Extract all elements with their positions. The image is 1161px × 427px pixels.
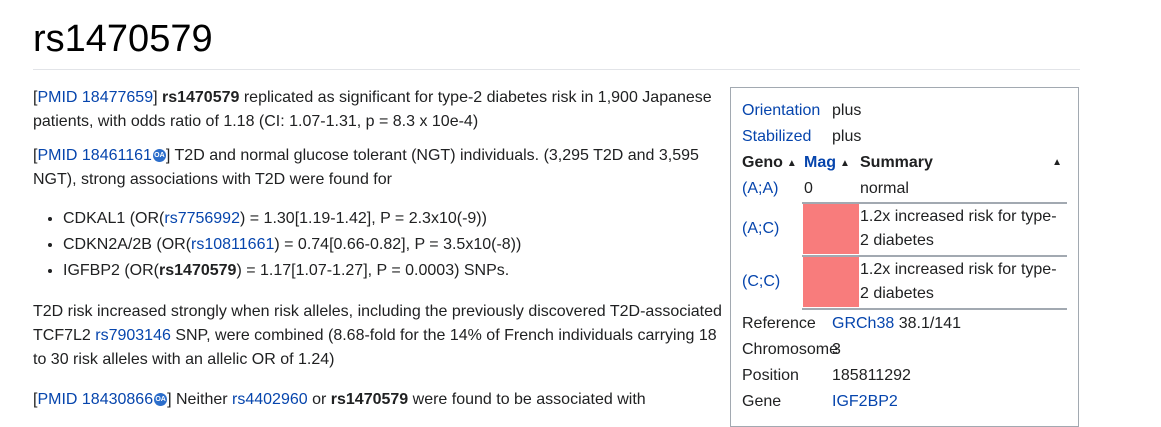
summary-text: 2 diabetes: [860, 232, 934, 249]
list-item: IGFBP2 (OR(rs1470579) = 1.17[1.07-1.27],…: [63, 258, 723, 284]
title-divider: [33, 69, 1080, 70]
chromosome-label: Chromosome: [742, 341, 839, 358]
stabilized-value: plus: [832, 128, 862, 145]
summary-text: normal: [860, 180, 909, 197]
sort-icon[interactable]: ▲︎: [1052, 157, 1062, 168]
snp-infobox: Orientation plus Stabilized plus Geno ▲︎ Ma…: [730, 87, 1079, 427]
gene-label: Gene: [742, 393, 782, 410]
gene-row: Gene IGF2BP2: [742, 390, 898, 414]
genotype-link-cc[interactable]: (C;C): [742, 273, 781, 290]
snp-link-rs10811661[interactable]: rs10811661: [191, 236, 275, 253]
genotype-link-aa[interactable]: (A;A): [742, 180, 779, 197]
pmid-link-18461161[interactable]: PMID 18461161: [37, 147, 152, 164]
reference-link[interactable]: GRCh38: [832, 315, 895, 332]
snp-bold: rs1470579: [161, 89, 240, 106]
gene-link[interactable]: IGF2BP2: [832, 393, 898, 410]
snp-list: CDKAL1 (OR(rs7756992) = 1.30[1.19-1.42],…: [33, 206, 723, 284]
magnitude-color-swatch: [803, 204, 859, 254]
snp-bold: rs1470579: [330, 391, 409, 408]
snp-link-rs7756992[interactable]: rs7756992: [164, 210, 240, 227]
sort-icon[interactable]: ▲︎: [840, 158, 850, 169]
paragraph-2: [PMID 18461161 OA] T2D and normal glucose…: [33, 147, 699, 188]
sort-icon[interactable]: ▲︎: [786, 158, 797, 169]
reference-label: Reference: [742, 315, 816, 332]
magnitude-color-swatch: [803, 257, 859, 307]
paragraph-3: T2D risk increased strongly when risk al…: [33, 303, 722, 368]
mag-header[interactable]: Mag ▲︎: [804, 151, 850, 176]
position-label: Position: [742, 367, 799, 384]
position-value: 185811292: [832, 367, 911, 384]
reference-row: Reference GRCh38 38.1/141: [742, 312, 961, 336]
geno-header[interactable]: Geno ▲︎: [742, 154, 797, 171]
orientation-row: Orientation plus: [742, 99, 861, 123]
mag-link[interactable]: Mag: [804, 154, 836, 171]
summary-text: 1.2x increased risk for type-: [860, 261, 1057, 278]
page-title: rs1470579: [33, 18, 213, 60]
snp-bold: rs1470579: [159, 262, 237, 279]
paragraph-4: [PMID 18430866 OA] Neither rs4402960 or r…: [33, 391, 646, 408]
row-divider: [802, 202, 1067, 204]
pmid-link-18477659[interactable]: PMID 18477659: [37, 89, 154, 106]
position-row: Position 185811292: [742, 364, 911, 388]
chromosome-value: 3: [832, 341, 841, 358]
open-access-icon: OA: [154, 393, 168, 407]
stabilized-link[interactable]: Stabilized: [742, 128, 812, 145]
summary-text: 1.2x increased risk for type-: [860, 208, 1057, 225]
open-access-icon: OA: [152, 149, 166, 163]
paragraph-1: [PMID 18477659] rs1470579 replicated as …: [33, 89, 712, 130]
paragraph-2-text: T2D and normal glucose tolerant (NGT) in…: [33, 147, 699, 188]
article-content: [PMID 18477659] rs1470579 replicated as …: [33, 86, 723, 420]
row-divider: [802, 255, 1067, 257]
stabilized-row: Stabilized plus: [742, 125, 861, 149]
snp-link-rs4402960[interactable]: rs4402960: [232, 391, 308, 408]
genotype-link-ac[interactable]: (A;C): [742, 220, 780, 237]
reference-value: 38.1/141: [898, 315, 961, 332]
orientation-value: plus: [832, 102, 862, 119]
list-item: CDKAL1 (OR(rs7756992) = 1.30[1.19-1.42],…: [63, 206, 723, 232]
pmid-link-18430866[interactable]: PMID 18430866: [37, 391, 154, 408]
summary-header[interactable]: Summary ▲︎: [860, 151, 1062, 175]
snp-link-rs7903146[interactable]: rs7903146: [95, 327, 171, 344]
paragraph-1-text: replicated as significant for type-2 dia…: [33, 89, 712, 130]
row-divider: [802, 308, 1067, 310]
chromosome-row: Chromosome3: [742, 338, 841, 362]
summary-text: 2 diabetes: [860, 285, 934, 302]
magnitude-value: 0: [804, 180, 813, 197]
list-item: CDKN2A/2B (OR(rs10811661) = 0.74[0.66-0.…: [63, 232, 723, 258]
orientation-link[interactable]: Orientation: [742, 102, 821, 119]
